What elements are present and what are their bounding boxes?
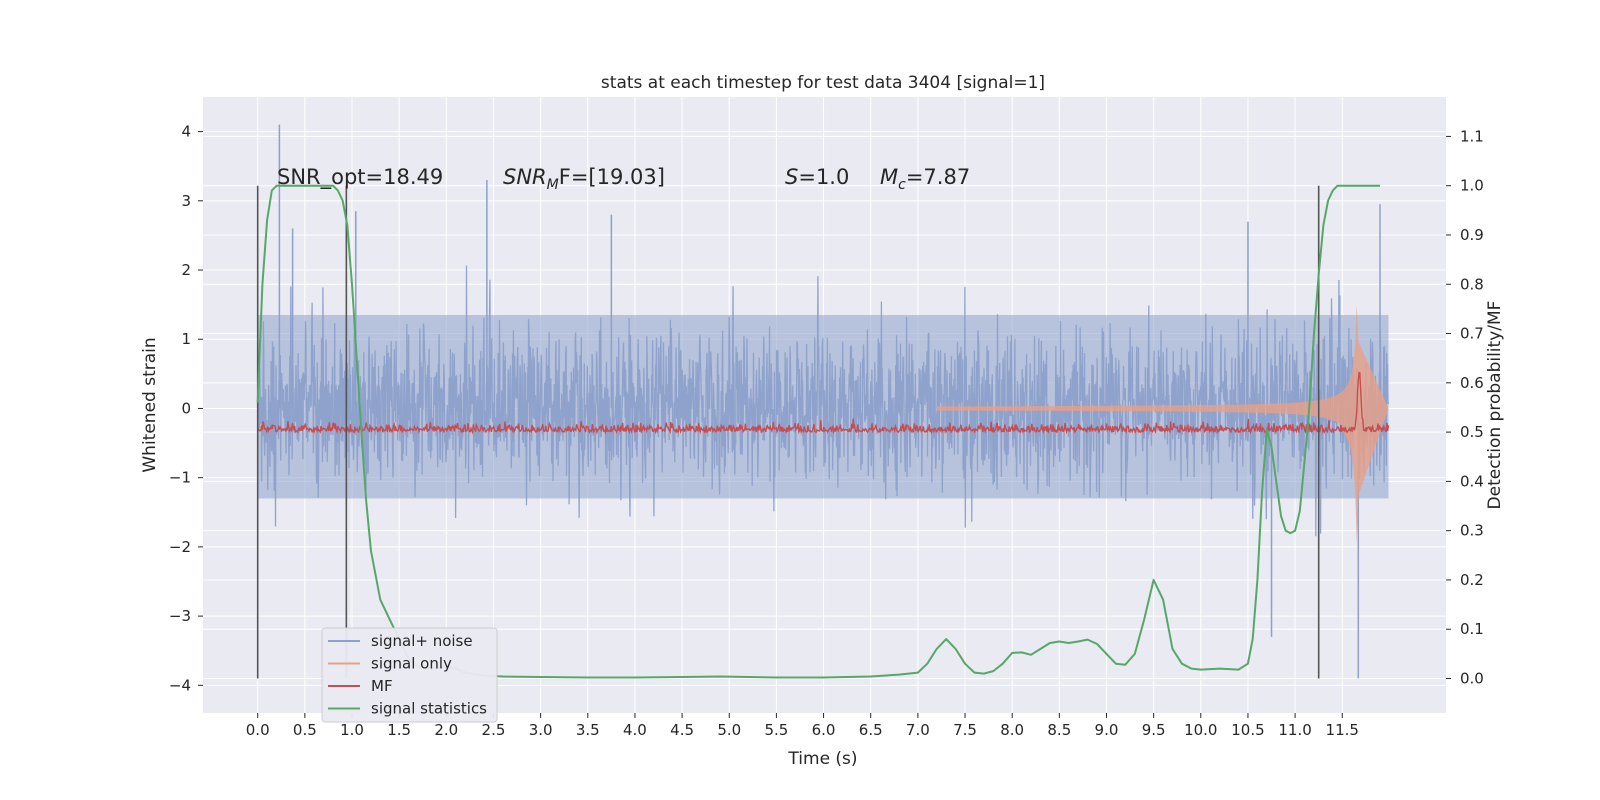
y2-tick-label: 0.5 [1460,423,1484,441]
y2-tick-label: 0.0 [1460,670,1484,688]
signal-statistics-series [256,184,1380,679]
legend: signal+ noise signal only MF signal statist… [321,627,498,723]
legend-label: signal only [371,655,452,673]
annotation-snr-opt: SNR_opt=18.49 [277,165,443,190]
x-tick-label: 9.0 [1095,721,1119,739]
y2-tick-label: 1.1 [1460,127,1484,145]
y2-tick-label: 1.0 [1460,177,1484,195]
y-tick-label: −3 [169,607,191,625]
y2-tick-label: 0.6 [1460,374,1484,392]
chart-title: stats at each timestep for test data 340… [601,73,1045,93]
x-axis-label: Time (s) [787,749,857,769]
x-tick-label: 4.0 [623,721,647,739]
y2-tick-label: 0.2 [1460,571,1484,589]
legend-label: signal+ noise [371,632,473,650]
x-tick-label: 8.5 [1047,721,1071,739]
x-axis-ticks: 0.0 0.5 1.0 1.5 2.0 2.5 3.0 3.5 4.0 4.5 5.0 5.5 6.0 6… [246,713,1359,739]
x-tick-label: 6.0 [812,721,836,739]
y2-tick-label: 0.3 [1460,522,1484,540]
y-tick-label: 2 [181,261,191,279]
x-tick-label: 0.5 [293,721,317,739]
y2-tick-label: 0.1 [1460,620,1484,638]
x-tick-label: 1.5 [387,721,411,739]
y2-tick-label: 0.9 [1460,226,1484,244]
annotations: SNR_opt=18.49 SNRMF=[19.03] S=1.0 Mc=7.8… [277,165,970,193]
x-tick-label: 9.5 [1142,721,1166,739]
mf-series [257,371,1390,435]
x-tick-label: 5.0 [717,721,741,739]
x-tick-label: 1.0 [340,721,364,739]
x-tick-label: 5.5 [764,721,788,739]
x-tick-label: 11.5 [1326,721,1359,739]
y2-axis-ticks: 1.1 1.0 0.9 0.8 0.7 0.6 0.5 0.4 0.3 0.2 0.1 0.0 [1446,127,1484,688]
x-tick-label: 2.5 [482,721,506,739]
y-tick-label: −1 [169,469,191,487]
x-tick-label: 6.5 [859,721,883,739]
x-tick-label: 11.0 [1278,721,1311,739]
x-tick-label: 3.5 [576,721,600,739]
y2-tick-label: 0.4 [1460,472,1484,490]
y2-axis-label: Detection probability/MF [1485,301,1505,510]
x-tick-label: 0.0 [246,721,270,739]
legend-label: MF [371,677,393,695]
x-tick-label: 7.0 [906,721,930,739]
signal-statistics-line [256,184,1380,679]
x-tick-label: 4.5 [670,721,694,739]
y-axis-label: Whitened strain [140,337,160,472]
legend-label: signal statistics [371,700,487,718]
legend-box [321,627,498,723]
x-tick-label: 7.5 [953,721,977,739]
x-tick-label: 3.0 [529,721,553,739]
y-tick-label: 0 [181,399,191,417]
annotation-s: S=1.0 [785,165,849,189]
y-axis-ticks: 4 3 2 1 0 −1 −2 −3 −4 [169,123,203,694]
y-tick-label: 1 [181,330,191,348]
y-tick-label: 4 [181,123,191,141]
y2-tick-label: 0.7 [1460,325,1484,343]
x-tick-label: 8.0 [1000,721,1024,739]
x-tick-label: 10.0 [1184,721,1217,739]
y-tick-label: −2 [169,538,191,556]
y-tick-label: 3 [181,192,191,210]
y2-tick-label: 0.8 [1460,275,1484,293]
x-tick-label: 2.0 [434,721,458,739]
annotation-snr-mf: SNRMF=[19.03] [503,165,665,193]
x-tick-label: 10.5 [1231,721,1264,739]
annotation-mc: Mc=7.87 [880,165,970,193]
y-tick-label: −4 [169,676,191,694]
mf-line [257,371,1390,435]
